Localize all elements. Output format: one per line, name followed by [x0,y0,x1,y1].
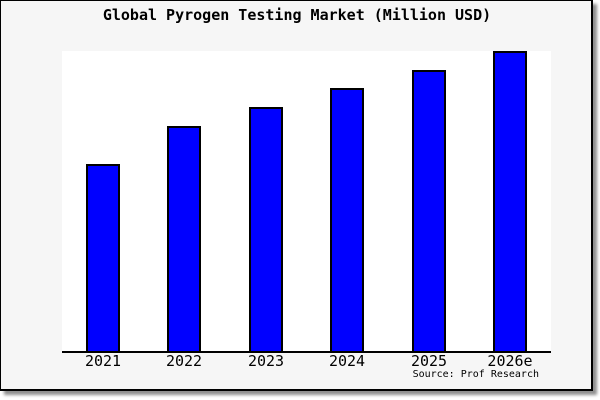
bar-2025 [412,70,446,351]
bar-2026e [493,51,527,351]
bar-2021 [86,164,120,351]
bar-2024 [330,88,364,351]
x-tick-label-2023: 2023 [247,352,285,370]
source-note: Source: Prof Research [412,369,539,380]
chart-frame: Global Pyrogen Testing Market (Million U… [0,0,593,391]
x-tick-label-2026e: 2026e [487,352,533,370]
plot-area [62,51,551,353]
x-tick-label-2021: 2021 [84,352,122,370]
bar-2022 [167,126,201,351]
x-tick-label-2024: 2024 [328,352,366,370]
x-tick-label-2022: 2022 [165,352,203,370]
chart-title: Global Pyrogen Testing Market (Million U… [102,6,492,24]
x-tick-label-2025: 2025 [410,352,448,370]
bar-2023 [249,107,283,351]
